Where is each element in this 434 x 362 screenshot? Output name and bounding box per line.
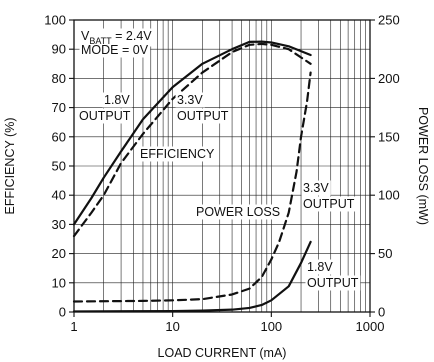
y-tick-label: 80	[52, 71, 66, 86]
y-tick-label: 100	[44, 13, 66, 28]
eff-1v8-label-line2: OUTPUT	[79, 109, 131, 123]
x-tick-label: 1000	[356, 319, 385, 334]
y-tick-label: 40	[52, 188, 66, 203]
y-tick-label: 90	[52, 42, 66, 57]
x-tick-label: 1	[70, 319, 77, 334]
y-tick-label: 70	[52, 100, 66, 115]
eff-1v8-label-line1: 1.8V	[104, 93, 130, 107]
y-tick-label: 50	[52, 159, 66, 174]
power-loss-label: POWER LOSS	[196, 205, 280, 219]
loss-1v8-label-line1: 1.8V	[307, 260, 333, 274]
y-tick-label: 30	[52, 217, 66, 232]
eff-3v3-label-line1: 3.3V	[177, 93, 203, 107]
eff-3v3-label-line2: OUTPUT	[177, 109, 229, 123]
y2-axis-title: POWER LOSS (mW)	[416, 107, 430, 225]
mode-annotation: MODE = 0V	[81, 43, 149, 57]
curves	[74, 42, 311, 312]
y-tick-label: 60	[52, 129, 66, 144]
annotation-backgrounds	[78, 29, 361, 291]
loss-1v8-label-line2: OUTPUT	[307, 276, 359, 290]
y2-tick-label: 200	[378, 71, 400, 86]
y-tick-label: 10	[52, 275, 66, 290]
y-axis-title: EFFICIENCY (%)	[3, 118, 17, 215]
y-tick-label: 0	[59, 305, 66, 320]
y2-tick-label: 0	[378, 305, 385, 320]
x-tick-label: 100	[260, 319, 282, 334]
y2-tick-label: 50	[378, 246, 392, 261]
y2-tick-label: 150	[378, 129, 400, 144]
loss-3v3-label-line2: OUTPUT	[303, 197, 355, 211]
loss-3v3-label-line1: 3.3V	[303, 181, 329, 195]
y-tick-label: 20	[52, 246, 66, 261]
y2-tick-label: 250	[378, 13, 400, 28]
x-tick-label: 10	[165, 319, 179, 334]
x-axis-title: LOAD CURRENT (mA)	[158, 346, 287, 360]
efficiency-label: EFFICIENCY	[140, 147, 215, 161]
y2-tick-label: 100	[378, 188, 400, 203]
efficiency-1v8v-line	[74, 42, 311, 225]
